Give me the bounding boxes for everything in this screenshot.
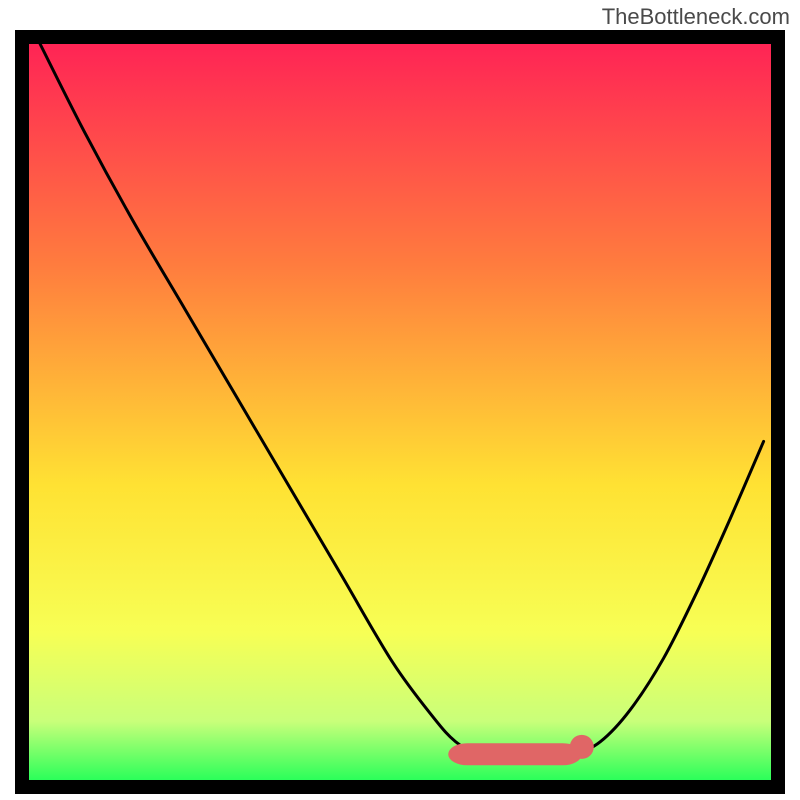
chart-background: [29, 44, 771, 780]
optimal-point-marker: [570, 735, 594, 759]
bottleneck-chart: [0, 0, 800, 800]
optimal-zone-band: [448, 743, 582, 765]
chart-stage: TheBottleneck.com: [0, 0, 800, 800]
